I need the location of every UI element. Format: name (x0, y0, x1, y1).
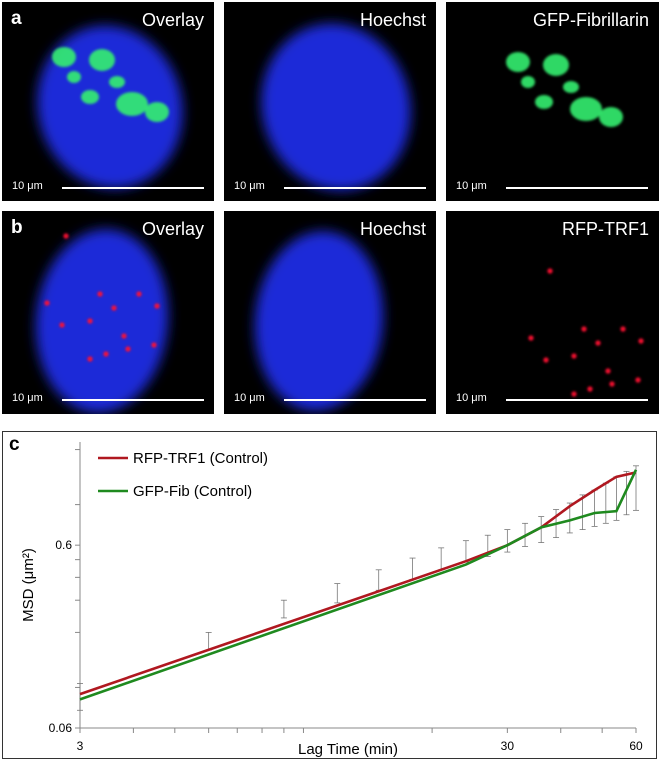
nucleus (254, 231, 384, 411)
legend-label: GFP-Fib (Control) (133, 483, 252, 500)
panel-label-b: b (11, 217, 23, 238)
nucleus (35, 229, 169, 413)
scale-bar-label: 10 μm (12, 180, 43, 192)
micrograph-b-overlay (35, 229, 169, 413)
scale-bar (506, 187, 648, 189)
y-tick-label: 0.06 (49, 721, 73, 735)
panel-a-overlay: a Overlay 10 μm (2, 2, 214, 201)
panel-title: RFP-TRF1 (562, 219, 649, 239)
telomere-foci (44, 233, 160, 362)
micrograph-b-rfp (528, 268, 644, 397)
y-tick-label: 0.6 (55, 538, 72, 552)
x-tick-label: 30 (501, 739, 515, 753)
fibrillarin-signal (506, 52, 623, 127)
nucleus (261, 23, 411, 191)
panel-title: Hoechst (359, 219, 426, 239)
x-axis-label: Lag Time (min) (298, 741, 398, 758)
msd-chart-frame: 3 30 60 0.06 0.6 Lag Time (min) MSD (μm²) RFP-T… (2, 431, 657, 759)
micrograph-a-gfp (506, 52, 623, 127)
scale-bar (62, 399, 204, 401)
panel-b-overlay: b Overlay 10 μm (2, 211, 214, 414)
panel-title: GFP-Fibrillarin (532, 10, 649, 30)
scale-bar-label: 10 μm (234, 180, 265, 192)
x-tick-label: 3 (77, 739, 84, 753)
y-axis-label: MSD (μm²) (20, 548, 37, 622)
series-line-rfp-trf1 (79, 471, 637, 696)
x-tick-label: 60 (629, 739, 643, 753)
panel-label-c: c (9, 434, 20, 455)
scale-bar (62, 187, 204, 189)
scale-bar-label: 10 μm (456, 392, 487, 404)
micrograph-b-hoechst (254, 231, 384, 411)
micrograph-a-hoechst (261, 23, 411, 191)
legend-label: RFP-TRF1 (Control) (133, 450, 268, 467)
panel-a-gfp-fibrillarin: GFP-Fibrillarin 10 μm (446, 2, 659, 201)
fibrillarin-signal (52, 47, 169, 122)
scale-bar-label: 10 μm (12, 392, 43, 404)
panel-label-a: a (11, 8, 22, 29)
scale-bar-label: 10 μm (234, 392, 265, 404)
panel-b-rfp-trf1: RFP-TRF1 10 μm (446, 211, 659, 414)
nucleus (37, 25, 183, 189)
panel-title: Overlay (141, 219, 204, 239)
panel-title: Overlay (141, 10, 204, 30)
scale-bar-label: 10 μm (456, 180, 487, 192)
scale-bar (284, 187, 426, 189)
panel-a-hoechst: Hoechst 10 μm (224, 2, 436, 201)
panel-title: Hoechst (359, 10, 426, 30)
panel-b-hoechst: Hoechst 10 μm (224, 211, 436, 414)
telomere-foci (528, 268, 644, 397)
scale-bar (284, 399, 426, 401)
msd-chart: 3 30 60 0.06 0.6 Lag Time (min) MSD (μm²) RFP-T… (20, 442, 643, 758)
series-line-gfp-fib (79, 469, 638, 701)
scale-bar (506, 399, 648, 401)
micrograph-a-overlay (37, 25, 183, 189)
